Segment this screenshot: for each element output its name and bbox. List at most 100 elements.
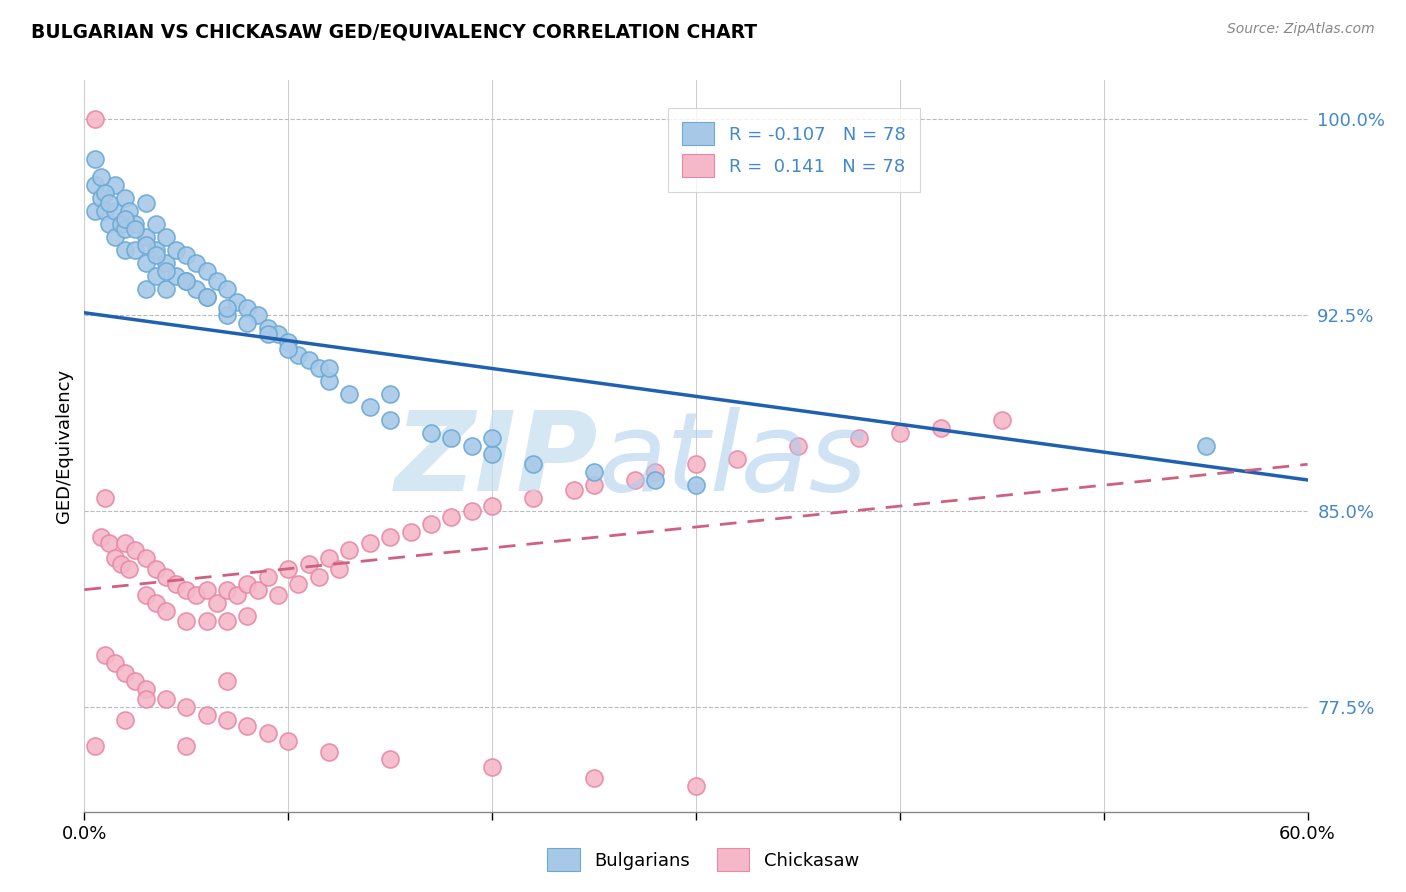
Point <box>165 269 187 284</box>
Point <box>114 211 136 226</box>
Point <box>104 203 127 218</box>
Point <box>217 301 239 315</box>
Point <box>155 230 177 244</box>
Point <box>257 326 280 341</box>
Point <box>174 739 197 754</box>
Point <box>155 604 177 618</box>
Point <box>114 222 136 236</box>
Point <box>236 301 259 315</box>
Point <box>246 582 269 597</box>
Point <box>380 531 402 545</box>
Point <box>145 248 167 262</box>
Point <box>155 264 177 278</box>
Point <box>104 230 127 244</box>
Point <box>522 458 544 472</box>
Text: BULGARIAN VS CHICKASAW GED/EQUIVALENCY CORRELATION CHART: BULGARIAN VS CHICKASAW GED/EQUIVALENCY C… <box>31 22 756 41</box>
Point <box>339 543 361 558</box>
Point <box>257 321 280 335</box>
Legend: R = -0.107   N = 78, R =  0.141   N = 78: R = -0.107 N = 78, R = 0.141 N = 78 <box>668 108 920 192</box>
Point <box>90 169 112 184</box>
Point <box>104 656 127 670</box>
Point <box>217 282 239 296</box>
Point <box>93 186 115 200</box>
Point <box>145 269 167 284</box>
Point <box>83 178 105 192</box>
Point <box>186 256 208 270</box>
Point <box>277 562 299 576</box>
Point <box>135 196 157 211</box>
Point <box>217 309 239 323</box>
Point <box>420 425 443 440</box>
Point <box>174 275 197 289</box>
Point <box>93 648 115 662</box>
Point <box>118 203 141 218</box>
Point <box>287 348 309 362</box>
Point <box>155 569 177 583</box>
Point <box>848 431 870 445</box>
Point <box>380 386 402 401</box>
Point <box>174 275 197 289</box>
Point <box>135 681 157 696</box>
Point <box>339 386 361 401</box>
Point <box>217 674 239 689</box>
Point <box>195 290 218 304</box>
Point <box>277 343 299 357</box>
Point <box>380 413 402 427</box>
Point <box>318 374 340 388</box>
Point <box>174 582 197 597</box>
Point <box>124 543 146 558</box>
Point <box>155 692 177 706</box>
Point <box>929 420 952 434</box>
Point <box>562 483 585 498</box>
Point <box>83 739 105 754</box>
Point <box>205 275 228 289</box>
Point <box>124 217 146 231</box>
Point <box>90 531 112 545</box>
Point <box>644 465 666 479</box>
Point <box>787 439 810 453</box>
Point <box>236 577 259 591</box>
Point <box>145 217 167 231</box>
Point <box>685 458 707 472</box>
Point <box>186 588 208 602</box>
Text: Source: ZipAtlas.com: Source: ZipAtlas.com <box>1227 22 1375 37</box>
Point <box>359 535 381 549</box>
Point <box>118 562 141 576</box>
Point <box>114 243 136 257</box>
Point <box>174 614 197 628</box>
Point <box>318 551 340 566</box>
Point <box>380 752 402 766</box>
Point <box>124 674 146 689</box>
Point <box>481 447 503 461</box>
Point <box>90 191 112 205</box>
Point <box>124 222 146 236</box>
Point <box>277 334 299 349</box>
Point <box>104 178 127 192</box>
Point <box>481 499 503 513</box>
Point <box>481 431 503 445</box>
Point <box>217 714 239 728</box>
Point <box>257 569 280 583</box>
Point <box>195 264 218 278</box>
Point <box>110 217 132 231</box>
Point <box>195 614 218 628</box>
Point <box>583 465 606 479</box>
Point <box>277 734 299 748</box>
Point <box>226 295 249 310</box>
Point <box>399 525 422 540</box>
Point <box>440 431 463 445</box>
Point <box>135 692 157 706</box>
Point <box>83 203 105 218</box>
Point <box>298 557 321 571</box>
Point <box>83 152 105 166</box>
Point <box>110 557 132 571</box>
Point <box>267 326 290 341</box>
Point <box>205 596 228 610</box>
Point <box>420 517 443 532</box>
Text: atlas: atlas <box>598 407 866 514</box>
Point <box>97 217 120 231</box>
Point <box>135 282 157 296</box>
Point <box>217 614 239 628</box>
Point <box>725 452 748 467</box>
Point <box>287 577 309 591</box>
